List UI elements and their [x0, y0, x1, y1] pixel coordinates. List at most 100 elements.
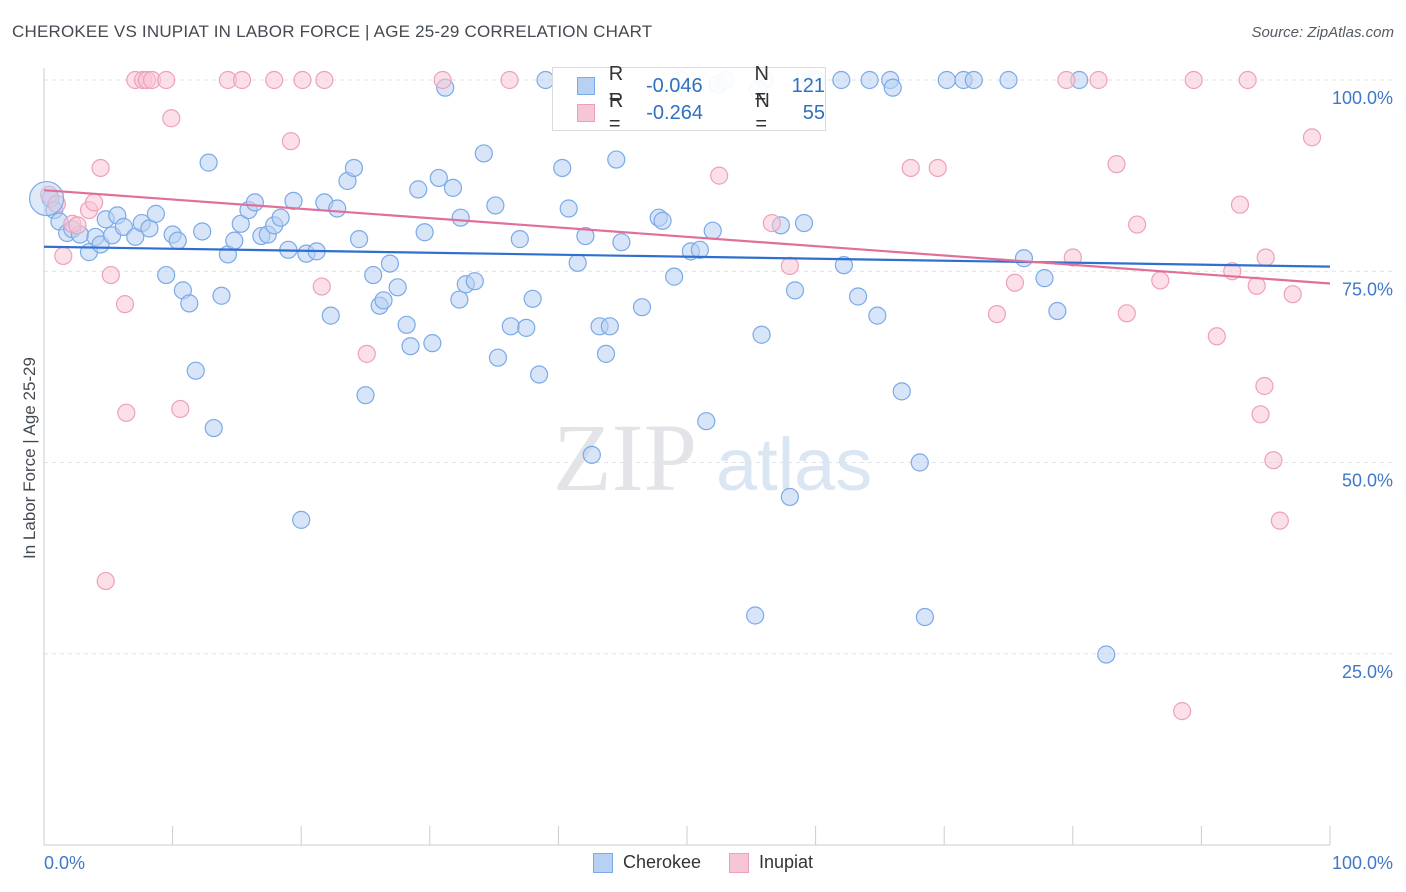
cherokee-point — [186, 361, 205, 380]
cherokee-point — [653, 211, 672, 230]
cherokee-point — [665, 267, 684, 286]
stats-row-cherokee: R = -0.046 N = 121 — [577, 63, 825, 108]
inupiat-swatch — [577, 104, 595, 122]
cherokee-point — [344, 158, 364, 178]
inupiat-point — [1283, 285, 1302, 304]
cherokee-point — [964, 70, 983, 90]
gridlines — [44, 79, 1392, 655]
cherokee-point — [517, 318, 536, 337]
cherokee-point — [1035, 269, 1054, 288]
cherokee-point — [231, 214, 250, 233]
stats-legend: R = -0.046 N = 121 R = -0.264 N = 55 — [552, 63, 826, 135]
inupiat-point — [1089, 70, 1108, 90]
cherokee-point — [752, 325, 771, 344]
cherokee-point — [697, 412, 716, 431]
cherokee-point — [415, 223, 434, 242]
y-tick-label: 50.0% — [1342, 471, 1393, 491]
cherokee-point — [146, 204, 165, 223]
inupiat-point — [117, 403, 136, 422]
cherokee-point — [999, 70, 1018, 90]
cherokee-point — [271, 208, 290, 227]
inupiat-point — [293, 70, 312, 90]
inupiat-point — [1107, 155, 1126, 174]
inupiat-point — [357, 344, 376, 363]
r-value-inupiat: -0.264 — [646, 101, 703, 124]
legend-item-inupiat: Inupiat — [729, 852, 813, 873]
trend-lines — [43, 189, 1331, 285]
inupiat-point — [1264, 451, 1283, 470]
inupiat-point — [1184, 70, 1203, 90]
cherokee-point — [848, 287, 868, 306]
r-label: R = — [608, 63, 624, 108]
cherokee-point — [868, 306, 887, 325]
inupiat-point — [1255, 376, 1274, 396]
cherokee-point — [568, 253, 587, 272]
cherokee-point — [225, 231, 244, 250]
cherokee-point — [349, 230, 369, 249]
cherokee-point — [284, 191, 303, 210]
cherokee-point — [937, 70, 956, 90]
cherokee-legend-swatch — [592, 852, 613, 873]
cherokee-point — [910, 453, 929, 472]
cherokee-point — [746, 606, 765, 625]
cherokee-point — [451, 208, 470, 227]
inupiat-point — [101, 265, 120, 285]
watermark-zip: ZIP — [553, 404, 697, 511]
inupiat-point — [171, 399, 190, 419]
inupiat-point — [91, 158, 110, 178]
inupiat-point — [115, 295, 135, 314]
series-legend: Cherokee Inupiat — [0, 852, 1406, 873]
n-label: N = — [755, 90, 770, 135]
r-label: R = — [608, 90, 624, 135]
cherokee-point — [1014, 249, 1034, 268]
cherokee-point — [510, 230, 529, 249]
cherokee-point — [1097, 645, 1116, 664]
chart-source: Source: ZipAtlas.com — [1251, 24, 1394, 41]
inupiat-point — [85, 193, 104, 212]
cherokee-point — [582, 445, 601, 464]
cherokee-point — [600, 317, 619, 336]
inupiat-point — [901, 158, 920, 178]
inupiat-point — [1302, 128, 1322, 147]
inupiat-point — [1247, 276, 1266, 295]
cherokee-point — [553, 158, 572, 178]
inupiat-point — [1256, 248, 1275, 267]
cherokee-point — [794, 213, 814, 233]
chart-title: CHEROKEE VS INUPIAT IN LABOR FORCE | AGE… — [12, 22, 653, 41]
inupiat-point — [1251, 405, 1270, 424]
inupiat-point — [315, 70, 334, 90]
stats-row-inupiat: R = -0.264 N = 55 — [577, 90, 825, 135]
inupiat-point — [54, 246, 73, 266]
inupiat-point — [500, 70, 519, 90]
cherokee-point — [374, 291, 393, 310]
inupiat-point — [1207, 327, 1226, 346]
inupiat-trend-line — [43, 189, 1331, 285]
cherokee-point — [401, 337, 420, 356]
cherokee-point — [596, 344, 616, 363]
cherokee-point — [212, 286, 231, 305]
cherokee-point — [785, 281, 805, 300]
inupiat-point — [281, 132, 301, 151]
n-value-inupiat: 55 — [802, 101, 825, 124]
cherokee-point — [443, 178, 463, 197]
inupiat-point — [1127, 215, 1147, 234]
inupiat-point — [928, 158, 947, 178]
inupiat-point — [987, 304, 1007, 324]
cherokee-point — [883, 78, 902, 97]
cherokee-point — [292, 510, 311, 529]
cherokee-point — [690, 240, 709, 259]
n-label: N = — [754, 63, 769, 108]
inupiat-point — [1117, 304, 1136, 323]
cherokee-point — [612, 233, 631, 252]
inupiat-point — [1238, 70, 1257, 90]
cherokee-point — [559, 199, 578, 218]
cherokee-point — [1048, 301, 1067, 321]
legend-label-cherokee: Cherokee — [622, 852, 701, 872]
cherokee-point — [450, 290, 469, 309]
cherokee-point — [523, 289, 542, 308]
cherokee-point — [576, 226, 595, 246]
cherokee-point — [530, 365, 549, 384]
r-value-cherokee: -0.046 — [645, 74, 703, 97]
cherokee-point — [632, 298, 652, 317]
